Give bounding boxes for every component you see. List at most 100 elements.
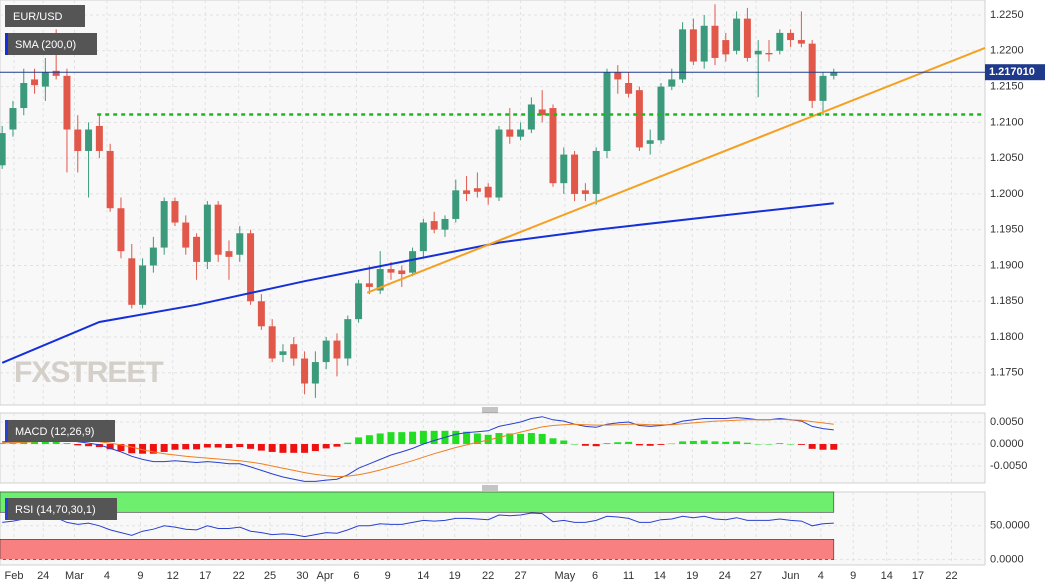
candle-body xyxy=(257,301,265,327)
candle-body xyxy=(290,344,298,359)
candle-body xyxy=(355,283,363,320)
histogram-bar xyxy=(0,443,6,445)
histogram-bar xyxy=(549,438,557,445)
histogram-bar xyxy=(538,433,546,445)
indicator-label: MACD (12,26,9) xyxy=(15,426,94,438)
histogram-bar xyxy=(203,444,211,448)
candle-body xyxy=(441,218,449,230)
x-tick-label: 17 xyxy=(199,570,211,582)
candle-body xyxy=(495,129,503,198)
candle-body xyxy=(689,29,697,62)
x-tick-label: 6 xyxy=(592,570,598,582)
x-tick-label: 6 xyxy=(353,570,359,582)
candle-body xyxy=(722,40,730,55)
candle-body xyxy=(344,319,352,359)
candle-body xyxy=(473,188,481,192)
y-tick-label: 1.2200 xyxy=(990,45,1024,57)
histogram-bar xyxy=(301,444,309,453)
histogram-bar xyxy=(808,444,816,449)
candle-body xyxy=(625,83,633,94)
histogram-bar xyxy=(257,444,265,451)
y-tick-label: 1.2250 xyxy=(990,9,1024,21)
x-tick-label: Jun xyxy=(782,570,800,582)
line xyxy=(2,512,834,538)
histogram-bar xyxy=(819,444,827,450)
candle-body xyxy=(776,32,784,51)
x-tick-label: 14 xyxy=(654,570,666,582)
histogram-bar xyxy=(365,435,373,445)
y-tick-label: 0.0050 xyxy=(990,416,1024,428)
histogram-bar xyxy=(743,442,751,445)
x-tick-label: 30 xyxy=(296,570,308,582)
histogram-bar xyxy=(733,441,741,445)
candle-body xyxy=(85,129,93,151)
x-tick-label: 9 xyxy=(385,570,391,582)
y-tick-label: 1.2050 xyxy=(990,152,1024,164)
candle-body xyxy=(765,52,773,55)
histogram-bar xyxy=(452,430,460,445)
chart-title: EUR/USD xyxy=(13,11,63,23)
x-tick-label: Apr xyxy=(317,570,334,582)
histogram-bar xyxy=(473,433,481,445)
candle-body xyxy=(819,75,827,101)
line xyxy=(2,416,834,482)
histogram-bar xyxy=(592,444,600,447)
histogram-bar xyxy=(409,431,417,445)
rsi-label-box[interactable] xyxy=(5,498,117,520)
candle-body xyxy=(74,129,82,151)
histogram-bar xyxy=(139,444,147,454)
panel-resize-handle[interactable] xyxy=(482,485,498,491)
histogram-bar xyxy=(614,442,622,445)
last-price-tag xyxy=(985,64,1045,81)
sma-legend-box[interactable] xyxy=(5,33,97,55)
histogram-bar xyxy=(463,431,471,445)
histogram-bar xyxy=(311,444,319,452)
x-tick-label: 19 xyxy=(449,570,461,582)
candle-body xyxy=(452,190,460,219)
histogram-bar xyxy=(484,434,492,445)
rsi-band xyxy=(0,539,835,560)
histogram-bar xyxy=(290,444,298,453)
x-tick-label: 4 xyxy=(104,570,110,582)
y-tick-label: 1.1850 xyxy=(990,295,1024,307)
candle-body xyxy=(787,32,795,41)
x-tick-label: 9 xyxy=(850,570,856,582)
histogram-bar xyxy=(214,444,222,448)
candle-body xyxy=(700,25,708,62)
histogram-bar xyxy=(722,441,730,445)
candle-body xyxy=(711,25,719,58)
candle-body xyxy=(20,83,28,109)
candle-body xyxy=(430,221,438,230)
legend-label: SMA (200,0) xyxy=(15,39,76,51)
macd-label-box[interactable] xyxy=(5,420,115,442)
candle-body xyxy=(419,222,427,252)
histogram-bar xyxy=(63,443,71,445)
x-tick-label: 24 xyxy=(37,570,49,582)
candle-body xyxy=(484,186,492,198)
y-tick-label: 0.0000 xyxy=(990,438,1024,450)
x-tick-label: 14 xyxy=(881,570,893,582)
candle-body xyxy=(733,18,741,51)
candle-body xyxy=(679,29,687,80)
candle-body xyxy=(560,154,568,184)
rsi-label-swatch xyxy=(5,498,8,520)
histogram-bar xyxy=(571,444,579,445)
candle-body xyxy=(139,265,147,305)
candle-body xyxy=(797,40,805,44)
x-tick-label: 27 xyxy=(514,570,526,582)
candle-body xyxy=(581,190,589,194)
x-tick-label: 22 xyxy=(233,570,245,582)
panel-resize-handle[interactable] xyxy=(482,407,498,413)
histogram-bar xyxy=(635,444,643,446)
grid xyxy=(0,0,985,565)
histogram-bar xyxy=(668,443,676,445)
histogram-bar xyxy=(268,444,276,452)
histogram-bar xyxy=(787,444,795,445)
histogram-bar xyxy=(20,442,28,445)
histogram-bar xyxy=(85,444,93,447)
histogram-bar xyxy=(279,444,287,453)
histogram-bar xyxy=(74,444,82,446)
histogram-bar xyxy=(128,444,136,454)
candle-body xyxy=(668,79,676,87)
candle-body xyxy=(149,247,157,266)
